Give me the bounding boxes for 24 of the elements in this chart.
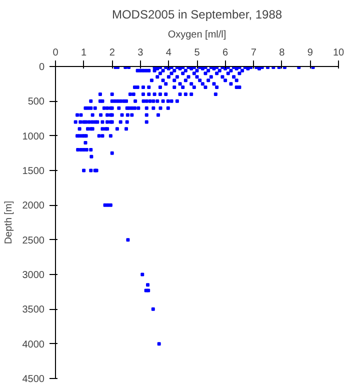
y-tick-label: 4500 [22,374,45,384]
y-tick-label: 1000 [22,131,45,142]
x-tick-label: 2 [109,48,116,58]
x-tick-label: 4 [166,48,172,58]
y-tick-label: 500 [28,96,45,108]
x-tick-label: 5 [194,48,200,58]
x-tick-label: 10 [332,48,344,58]
y-tick-label: 4000 [22,339,45,350]
y-tick-label: 3500 [22,304,45,316]
x-tick-label: 7 [250,48,257,58]
x-axis-title: Oxygen [ml/l] [168,30,226,40]
x-tick-label: 6 [222,48,229,58]
y-tick-label: 3000 [22,270,45,281]
x-tick-label: 9 [307,48,314,58]
y-tick-label: 2500 [22,235,45,246]
y-tick-label: 0 [38,62,45,73]
x-tick-label: 0 [52,48,59,58]
y-tick-label: 2000 [22,200,45,212]
chart-title: MODS2005 in September, 1988 [112,8,282,22]
x-tick-label: 1 [81,48,88,58]
y-tick-label: 1500 [22,166,45,177]
y-axis-title: Depth [m] [3,200,14,244]
x-tick-label: 8 [279,48,286,58]
x-tick-label: 3 [138,48,144,58]
